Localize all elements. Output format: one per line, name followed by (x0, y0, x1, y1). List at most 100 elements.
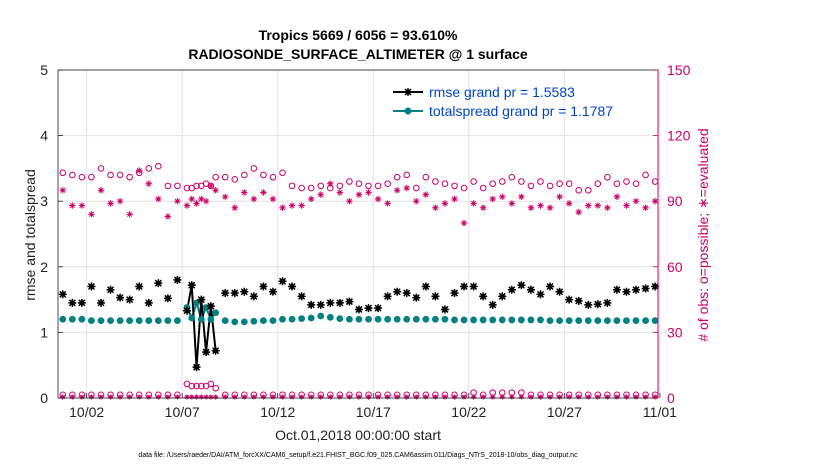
rmse-point (316, 300, 325, 309)
obs-evaluated-point (403, 184, 410, 192)
obs-possible-point (537, 178, 544, 185)
totalspread-point (498, 316, 506, 324)
rmse-point (240, 287, 249, 296)
obs-possible-point (307, 184, 315, 192)
totalspread-point (537, 316, 544, 324)
obs-evaluated-point (155, 195, 162, 203)
y-tick-label-right: 150 (667, 62, 691, 78)
obs-evaluated-low-point (127, 394, 133, 400)
obs-evaluated-low-point (299, 394, 305, 400)
y-tick-label-left: 4 (40, 128, 48, 144)
rmse-point (603, 298, 612, 307)
totalspread-point (613, 317, 621, 324)
obs-evaluated-point (207, 182, 215, 190)
legend: rmse grand pr = 1.5583 totalspread grand… (393, 84, 613, 119)
obs-evaluated-point (69, 202, 76, 209)
totalspread-point (207, 315, 215, 323)
obs-evaluated-point (613, 193, 621, 201)
obs-evaluated-point (336, 189, 344, 196)
obs-possible-point (374, 182, 382, 190)
obs-evaluated-point (460, 219, 468, 227)
obs-evaluated-point (107, 200, 114, 207)
obs-evaluated-point (136, 167, 143, 174)
rmse-point (469, 282, 478, 291)
obs-evaluated-low-point (241, 394, 247, 400)
obs-evaluated-low-point (79, 394, 85, 400)
obs-evaluated-point (604, 204, 611, 211)
totalspread-point (188, 314, 196, 322)
obs-possible-point (651, 178, 659, 185)
rmse-point (440, 305, 449, 314)
x-axis-label: Oct.01,2018 00:00:00 start (275, 427, 441, 443)
obs-possible-point (546, 182, 554, 190)
obs-possible-point (403, 171, 411, 179)
obs-evaluated-low-point (203, 394, 209, 400)
obs-possible-point (594, 180, 602, 188)
rmse-point (230, 289, 239, 298)
obs-evaluated-point (193, 200, 200, 207)
obs-possible-point (155, 162, 162, 170)
obs-evaluated-low-point (213, 394, 219, 400)
obs-possible-point (565, 180, 573, 188)
obs-evaluated-point (212, 187, 219, 194)
rmse-point (182, 306, 191, 315)
obs-evaluated-low-point (251, 394, 257, 400)
rmse-point (498, 292, 507, 301)
obs-possible-point (489, 180, 497, 188)
rmse-point (154, 279, 163, 288)
obs-evaluated-point (317, 191, 324, 198)
totalspread-point (575, 317, 583, 324)
obs-possible-point (441, 180, 449, 188)
obs-evaluated-point (279, 204, 286, 211)
totalspread-point (355, 315, 363, 323)
totalspread-point (642, 317, 649, 324)
rmse-point (259, 282, 268, 291)
obs-evaluated-low-point (394, 394, 400, 400)
obs-evaluated-low-point (385, 394, 391, 400)
obs-evaluated-low-point (279, 394, 286, 400)
rmse-point (517, 281, 526, 290)
totalspread-point (479, 316, 487, 324)
rmse-point (87, 282, 96, 291)
obs-evaluated-low-point (528, 394, 534, 400)
obs-evaluated-point (241, 189, 248, 196)
obs-evaluated-point (59, 187, 66, 194)
obs-possible-point (298, 184, 305, 192)
obs-evaluated-low-point (260, 394, 267, 400)
totalspread-point (202, 304, 210, 311)
obs-evaluated-point (479, 204, 487, 211)
totalspread-point (365, 315, 372, 323)
y-tick-label-left: 1 (40, 324, 48, 340)
y-tick-label-left: 0 (40, 390, 48, 406)
rmse-point (622, 287, 631, 296)
obs-evaluated-low-point (413, 394, 419, 400)
totalspread-point (116, 317, 124, 324)
totalspread-point (441, 315, 449, 323)
obs-evaluated-point (78, 202, 86, 209)
obs-evaluated-low-point (652, 394, 658, 400)
legend-spread-marker (404, 107, 412, 115)
obs-possible-point (623, 178, 630, 185)
obs-evaluated-point (413, 197, 420, 205)
totalspread-point (250, 317, 258, 325)
rmse-point (450, 289, 459, 298)
obs-possible-point (78, 173, 86, 181)
obs-possible-point (107, 171, 114, 179)
obs-evaluated-low-point (189, 394, 195, 400)
rmse-point (641, 284, 650, 293)
obs-evaluated-point (499, 193, 506, 201)
y-tick-label-left: 5 (40, 62, 48, 78)
totalspread-point (632, 317, 640, 324)
rmse-point (211, 346, 220, 355)
totalspread-point (307, 314, 315, 322)
obs-evaluated-point (432, 204, 439, 211)
rmse-point (96, 298, 105, 307)
rmse-point (197, 295, 206, 304)
rmse-point (507, 285, 516, 294)
totalspread-point (59, 315, 67, 323)
obs-evaluated-low-point (623, 394, 630, 400)
obs-evaluated-low-point (423, 394, 429, 400)
obs-possible-low-point (198, 382, 205, 390)
rmse-point (106, 285, 115, 294)
obs-possible-point (88, 173, 95, 181)
